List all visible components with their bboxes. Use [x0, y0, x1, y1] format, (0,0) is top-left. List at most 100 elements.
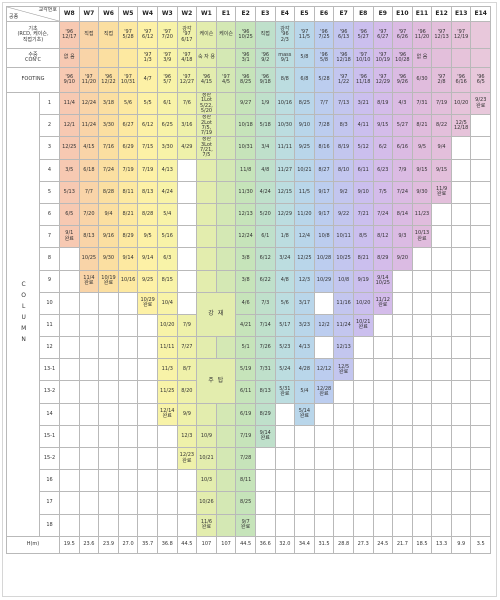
table-cell	[471, 337, 492, 360]
table-cell: 10/20	[157, 314, 178, 338]
table-cell	[334, 470, 354, 493]
water-concrete-cell-e11: 없 음	[412, 49, 433, 68]
table-cell: 8/5	[353, 226, 374, 249]
table-cell: 6/11	[236, 381, 256, 404]
height-cell-e9: 24.5	[373, 536, 394, 554]
column-header-e2: E2	[236, 6, 256, 22]
table-cell	[79, 314, 100, 338]
table-cell	[118, 492, 139, 515]
table-cell	[275, 514, 296, 537]
table-cell	[216, 337, 237, 360]
table-cell	[432, 425, 452, 448]
table-cell: 8/29	[373, 248, 394, 271]
table-cell	[451, 137, 472, 160]
table-cell	[373, 425, 394, 448]
table-cell	[412, 381, 433, 404]
table-cell: 9/5	[138, 226, 158, 249]
footing-cell-e6: 5/28	[314, 68, 335, 93]
footing-cell-w3: '96 5/7	[157, 68, 178, 93]
table-cell: 10/25	[79, 248, 100, 271]
table-cell	[373, 359, 394, 382]
table-cell: 11/30	[236, 181, 256, 204]
table-cell	[255, 448, 276, 471]
height-cell-e13: 9.9	[451, 536, 472, 554]
column-header-w7: W7	[79, 6, 100, 22]
table-cell: 6/5	[60, 203, 80, 227]
table-cell	[79, 381, 100, 404]
table-cell	[60, 403, 80, 426]
water-concrete-cell-w7	[79, 49, 100, 68]
table-cell	[314, 403, 335, 426]
table-cell	[216, 93, 237, 116]
table-cell: 8/14	[393, 203, 413, 227]
table-cell: 11/6 완료	[197, 514, 217, 537]
water-concrete-cell-w6	[99, 49, 119, 68]
table-cell: 10/25	[334, 248, 354, 271]
table-cell: 10/18	[236, 115, 256, 138]
table-cell	[60, 270, 80, 293]
table-cell: 11/3	[157, 359, 178, 382]
table-cell: 12/24	[236, 226, 256, 249]
table-cell: 1/8	[275, 226, 296, 249]
table-cell: 11/9 완료	[432, 181, 452, 204]
table-cell: 10/19 완료	[99, 270, 119, 293]
table-cell: 12/28 완료	[314, 381, 335, 404]
table-cell	[79, 514, 100, 537]
table-cell: 11/25	[157, 381, 178, 404]
water-concrete-cell-e12	[432, 49, 452, 68]
table-cell: 9/10	[295, 115, 315, 138]
table-cell: 7/9	[177, 314, 198, 338]
table-cell: 11/24	[334, 314, 354, 338]
table-cell	[138, 359, 158, 382]
table-cell: 5/13	[60, 181, 80, 204]
height-cell-w3: 36.8	[157, 536, 178, 554]
height-cell-w6: 23.9	[99, 536, 119, 554]
table-cell	[99, 337, 119, 360]
table-cell	[471, 270, 492, 293]
table-cell	[79, 359, 100, 382]
table-cell	[118, 470, 139, 493]
height-cell-e14: 3.5	[471, 536, 492, 554]
table-cell	[451, 181, 472, 204]
table-cell	[118, 292, 139, 315]
table-cell	[60, 425, 80, 448]
table-cell	[353, 381, 374, 404]
table-cell: 5/27	[393, 115, 413, 138]
table-cell	[451, 470, 472, 493]
table-cell	[432, 226, 452, 249]
footing-cell-e9: '97 12/29	[373, 68, 394, 93]
foundation-cell-w6: 직접	[99, 22, 119, 49]
table-cell	[314, 425, 335, 448]
table-cell: 3/30	[157, 137, 178, 160]
table-cell: 11/24	[79, 115, 100, 138]
table-cell	[393, 425, 413, 448]
table-cell	[216, 425, 237, 448]
table-cell	[197, 337, 217, 360]
table-cell: 4/24	[157, 181, 178, 204]
table-cell	[353, 448, 374, 471]
water-concrete-cell-e10: '96 10/28	[393, 49, 413, 68]
table-cell	[451, 359, 472, 382]
table-cell: 4/28	[295, 359, 315, 382]
table-cell	[471, 381, 492, 404]
water-concrete-cell-e8: '97 10/10	[353, 49, 374, 68]
table-cell	[60, 381, 80, 404]
table-cell: 7/24	[99, 159, 119, 182]
table-cell	[393, 337, 413, 360]
table-cell: 5/4	[295, 381, 315, 404]
table-cell: 7/31	[412, 93, 433, 116]
table-cell: 12/3	[295, 270, 315, 293]
footing-cell-e2: '96 8/25	[236, 68, 256, 93]
table-cell: 10/21	[295, 159, 315, 182]
table-cell: 7/13	[334, 93, 354, 116]
column-header-e1: E1	[216, 6, 237, 22]
table-cell: 7/16	[99, 137, 119, 160]
table-cell	[393, 270, 413, 293]
column-lift-label: 11	[40, 314, 60, 338]
table-cell: 11/11	[275, 137, 296, 160]
column-header-w1: W1	[197, 6, 217, 22]
table-cell	[451, 425, 472, 448]
table-cell	[451, 337, 472, 360]
height-cell-e8: 27.3	[353, 536, 374, 554]
table-cell	[295, 492, 315, 515]
